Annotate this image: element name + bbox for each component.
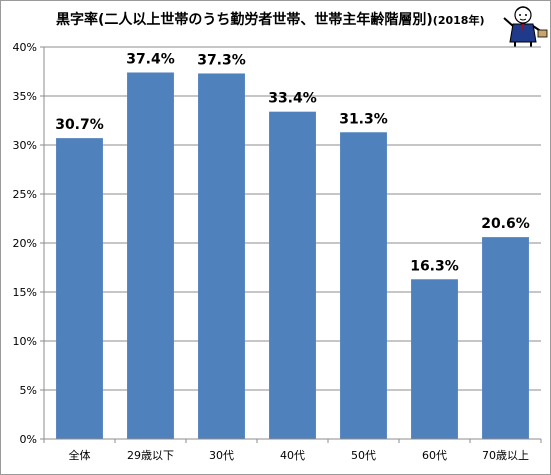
bar [340, 132, 387, 439]
x-category-label: 30代 [209, 449, 234, 462]
data-label: 33.4% [268, 91, 317, 107]
y-tick-label: 5% [20, 384, 37, 397]
x-category-label: 50代 [351, 449, 376, 462]
bar [56, 138, 103, 439]
y-tick-label: 15% [13, 286, 37, 299]
data-label: 31.3% [339, 111, 388, 127]
y-tick-label: 25% [13, 188, 37, 201]
x-category-label: 60代 [422, 449, 447, 462]
mascot-icon [503, 6, 548, 47]
data-label: 37.3% [197, 52, 246, 68]
bar [269, 111, 316, 440]
bar [127, 72, 174, 439]
x-category-label: 全体 [69, 448, 91, 462]
y-tick-label: 35% [13, 90, 37, 103]
data-label: 20.6% [481, 216, 530, 232]
x-category-label: 40代 [280, 449, 305, 462]
y-tick-label: 10% [13, 335, 37, 348]
y-tick-label: 20% [13, 237, 37, 250]
data-label: 30.7% [55, 117, 104, 133]
y-tick-label: 40% [13, 41, 37, 54]
bar [482, 237, 529, 439]
y-tick-label: 30% [13, 139, 37, 152]
chart-title: 黒字率(二人以上世帯のうち勤労者世帯、世帯主年齢階層別)(2018年) [56, 12, 485, 28]
x-category-label: 70歳以上 [482, 449, 529, 462]
bar [198, 73, 245, 440]
data-label: 37.4% [126, 51, 175, 67]
data-label: 16.3% [410, 258, 459, 274]
bar [411, 279, 458, 439]
x-category-label: 29歳以下 [127, 449, 174, 462]
y-tick-label: 0% [20, 433, 37, 446]
